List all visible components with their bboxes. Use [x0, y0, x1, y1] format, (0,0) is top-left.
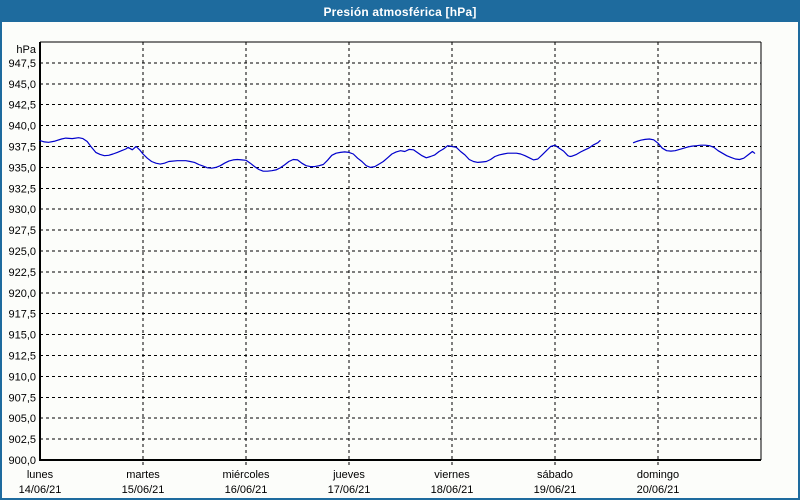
x-day-label: lunes	[27, 469, 54, 481]
y-tick-label: 942,5	[8, 100, 36, 112]
y-tick-label: 900,0	[8, 455, 36, 467]
x-date-label: 17/06/21	[328, 484, 371, 496]
x-day-label: miércoles	[222, 469, 270, 481]
pressure-line	[39, 137, 601, 172]
x-date-label: 19/06/21	[534, 484, 577, 496]
x-date-label: 18/06/21	[431, 484, 474, 496]
y-tick-label: 920,0	[8, 288, 36, 300]
y-tick-label: 935,0	[8, 162, 36, 174]
x-date-label: 16/06/21	[225, 484, 268, 496]
x-day-label: martes	[126, 469, 160, 481]
y-tick-label: 912,5	[8, 351, 36, 363]
x-day-label: sábado	[537, 469, 573, 481]
y-tick-label: 930,0	[8, 204, 36, 216]
chart-title: Presión atmosférica [hPa]	[323, 5, 477, 19]
x-date-label: 20/06/21	[637, 484, 680, 496]
title-bar: Presión atmosférica [hPa]	[2, 2, 798, 22]
y-axis-unit-label: hPa	[16, 44, 36, 56]
y-tick-label: 937,5	[8, 142, 36, 154]
pressure-line	[632, 138, 756, 161]
x-day-label: domingo	[637, 469, 679, 481]
y-tick-label: 907,5	[8, 392, 36, 404]
y-tick-label: 932,5	[8, 183, 36, 195]
y-tick-label: 922,5	[8, 267, 36, 279]
x-date-label: 15/06/21	[122, 484, 165, 496]
y-tick-label: 927,5	[8, 225, 36, 237]
x-day-label: viernes	[434, 469, 470, 481]
x-day-label: jueves	[332, 469, 365, 481]
y-tick-label: 945,0	[8, 79, 36, 91]
y-tick-label: 940,0	[8, 121, 36, 133]
y-tick-label: 925,0	[8, 246, 36, 258]
y-tick-label: 947,5	[8, 58, 36, 70]
y-tick-label: 917,5	[8, 309, 36, 321]
y-tick-label: 902,5	[8, 434, 36, 446]
y-tick-label: 905,0	[8, 413, 36, 425]
x-date-label: 14/06/21	[19, 484, 62, 496]
y-tick-label: 910,0	[8, 371, 36, 383]
y-tick-label: 915,0	[8, 330, 36, 342]
